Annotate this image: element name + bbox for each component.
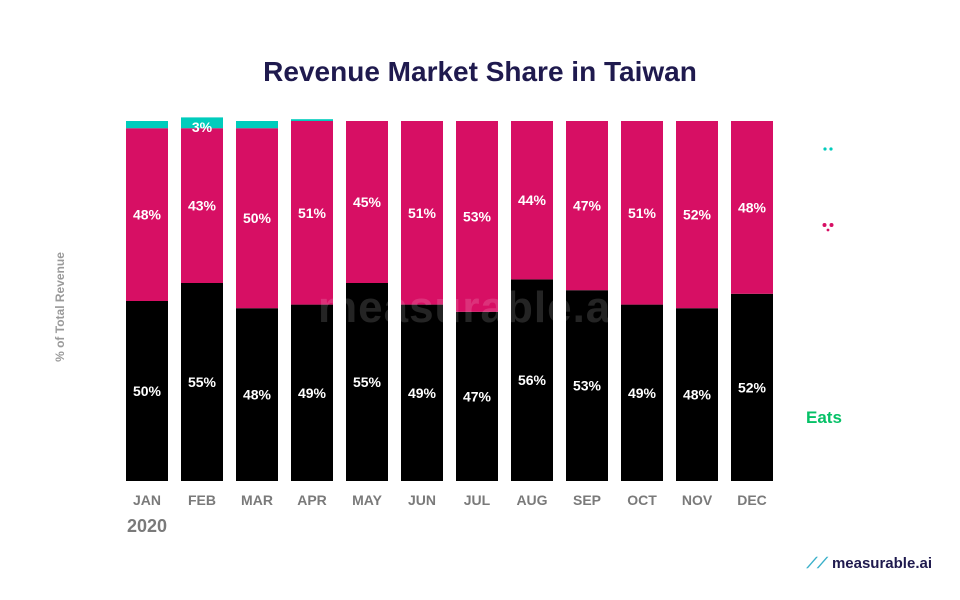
- x-tick-label-jun: JUN: [408, 492, 436, 508]
- bar-foodpanda-may: [346, 121, 388, 283]
- bar-deliveroo-apr: [291, 119, 333, 121]
- data-label-ubereats-jun: 49%: [408, 385, 437, 401]
- x-tick-label-mar: MAR: [241, 492, 273, 508]
- legend-deliveroo: deliveroo: [798, 122, 858, 181]
- x-tick-label-sep: SEP: [573, 492, 601, 508]
- legend-ubereats-line1: Uber: [806, 390, 845, 409]
- data-label-ubereats-dec: 52%: [738, 379, 767, 395]
- bar-ubereats-oct: [621, 304, 663, 481]
- deliveroo-icon: [816, 134, 836, 160]
- data-label-foodpanda-nov: 52%: [683, 207, 712, 223]
- bar-foodpanda-jan: [126, 128, 168, 301]
- data-label-deliveroo-feb: 3%: [192, 119, 213, 135]
- x-tick-label-apr: APR: [297, 492, 327, 508]
- brand-logo: ⟋⟋ measurable.ai: [807, 555, 932, 572]
- x-tick-label-may: MAY: [352, 492, 382, 508]
- data-label-ubereats-oct: 49%: [628, 385, 657, 401]
- year-label: 2020: [127, 516, 168, 536]
- data-label-ubereats-nov: 48%: [683, 387, 712, 403]
- x-tick-label-nov: NOV: [682, 492, 713, 508]
- bar-deliveroo-feb: [181, 117, 223, 129]
- bar-ubereats-aug: [511, 279, 553, 481]
- data-label-ubereats-mar: 48%: [243, 387, 272, 403]
- bar-ubereats-apr: [291, 304, 333, 481]
- data-label-foodpanda-jun: 51%: [408, 205, 437, 221]
- chart-title: Revenue Market Share in Taiwan: [263, 56, 697, 87]
- data-label-foodpanda-sep: 47%: [573, 198, 602, 214]
- bar-foodpanda-mar: [236, 128, 278, 309]
- data-label-ubereats-sep: 53%: [573, 378, 602, 394]
- bar-foodpanda-jul: [456, 121, 498, 312]
- legend-ubereats-line2: Eats: [806, 408, 842, 427]
- bar-ubereats-mar: [236, 308, 278, 481]
- bar-ubereats-may: [346, 283, 388, 481]
- data-label-foodpanda-mar: 50%: [243, 210, 272, 226]
- data-label-foodpanda-dec: 48%: [738, 199, 767, 215]
- bar-ubereats-nov: [676, 308, 718, 481]
- bar-ubereats-jan: [126, 301, 168, 481]
- data-label-foodpanda-jul: 53%: [463, 208, 492, 224]
- data-label-ubereats-may: 55%: [353, 374, 382, 390]
- panda-icon: [816, 215, 840, 235]
- x-tick-label-dec: DEC: [737, 492, 767, 508]
- bar-foodpanda-oct: [621, 121, 663, 305]
- bar-foodpanda-sep: [566, 121, 608, 291]
- data-label-foodpanda-jan: 48%: [133, 207, 162, 223]
- data-label-foodpanda-oct: 51%: [628, 205, 657, 221]
- x-tick-label-aug: AUG: [516, 492, 547, 508]
- bar-ubereats-jul: [456, 311, 498, 481]
- x-tick-label-oct: OCT: [627, 492, 657, 508]
- bar-foodpanda-apr: [291, 121, 333, 305]
- x-tick-label-jan: JAN: [133, 492, 161, 508]
- data-label-ubereats-jul: 47%: [463, 388, 492, 404]
- legend-ubereats: Uber Eats: [798, 381, 858, 439]
- bar-foodpanda-nov: [676, 121, 718, 309]
- x-tick-label-jul: JUL: [464, 492, 491, 508]
- data-label-foodpanda-feb: 43%: [188, 198, 217, 214]
- bar-foodpanda-jun: [401, 121, 443, 305]
- x-tick-label-feb: FEB: [188, 492, 216, 508]
- legend-foodpanda-label: foodpanda: [805, 240, 851, 250]
- data-label-ubereats-aug: 56%: [518, 372, 547, 388]
- data-label-ubereats-jan: 50%: [133, 383, 162, 399]
- legend-foodpanda: foodpanda: [798, 202, 858, 261]
- bar-foodpanda-dec: [731, 121, 773, 294]
- bar-ubereats-dec: [731, 293, 773, 481]
- bar-foodpanda-feb: [181, 128, 223, 283]
- data-label-foodpanda-apr: 51%: [298, 205, 327, 221]
- data-label-ubereats-feb: 55%: [188, 374, 217, 390]
- data-label-ubereats-apr: 49%: [298, 385, 327, 401]
- bar-deliveroo-jan: [126, 121, 168, 129]
- data-label-foodpanda-may: 45%: [353, 194, 382, 210]
- legend-deliveroo-label: deliveroo: [807, 164, 848, 174]
- brand-name: measurable.ai: [831, 555, 932, 572]
- brand-mark-icon: ⟋⟋: [806, 555, 832, 572]
- bar-deliveroo-mar: [236, 121, 278, 129]
- data-label-foodpanda-aug: 44%: [518, 192, 547, 208]
- bar-ubereats-sep: [566, 290, 608, 481]
- bar-ubereats-jun: [401, 304, 443, 481]
- bar-ubereats-feb: [181, 283, 223, 481]
- bar-foodpanda-aug: [511, 121, 553, 280]
